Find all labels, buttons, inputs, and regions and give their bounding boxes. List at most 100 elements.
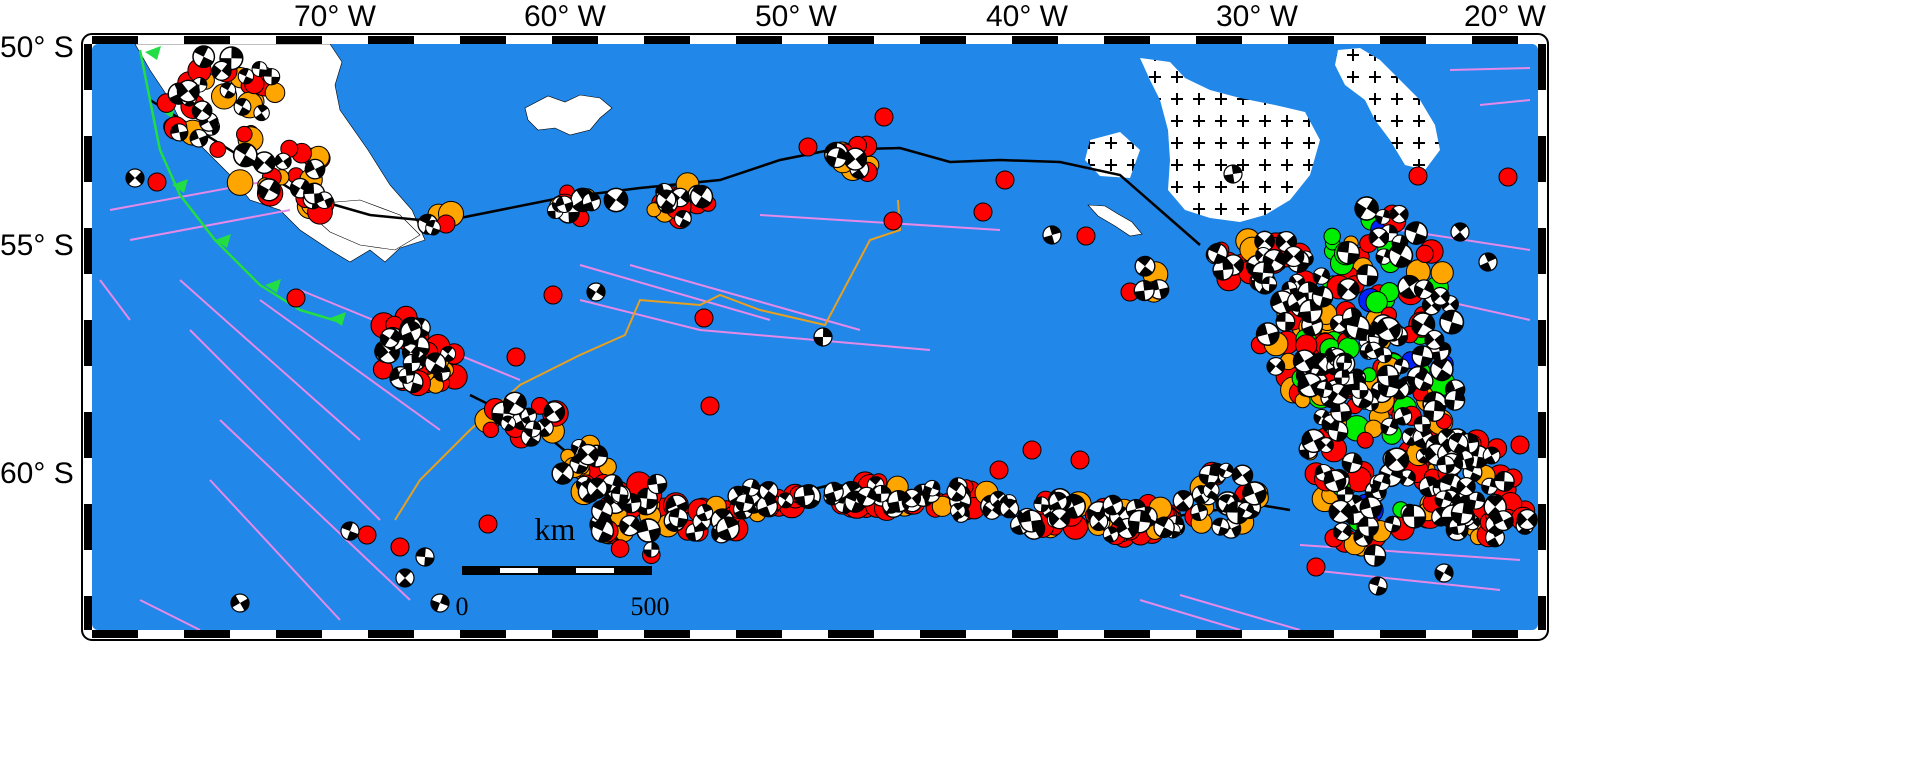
- frame-tick-top: [1472, 36, 1518, 44]
- fracture-zone-line: [129, 209, 291, 241]
- frame-tick-top: [644, 36, 690, 44]
- frame-tick-top: [184, 36, 230, 44]
- fracture-zone-line: [189, 329, 381, 521]
- earthquake-dot: [286, 288, 306, 308]
- fracture-zone-line: [1479, 99, 1531, 106]
- frame-tick-top: [1380, 36, 1426, 44]
- frame-tick-bottom: [644, 630, 690, 638]
- lon-label-60w: 60° W: [523, 0, 607, 33]
- earthquake-dot: [1365, 291, 1388, 314]
- earthquake-dot: [1306, 557, 1326, 577]
- frame-tick-bottom: [552, 630, 598, 638]
- frame-tick-right: [1538, 504, 1546, 550]
- scale-bar-min: 0: [456, 592, 469, 621]
- focal-mechanism-beachball-icon: [1032, 495, 1050, 513]
- lat-label-50s: 50° S: [0, 31, 74, 64]
- earthquake-dot: [506, 347, 526, 367]
- fracture-zone-line: [139, 599, 201, 630]
- earthquake-dot: [1323, 227, 1341, 246]
- earthquake-dot: [883, 211, 903, 231]
- frame-tick-bottom: [1380, 630, 1426, 638]
- frame-tick-top: [460, 36, 506, 44]
- fracture-zone-line: [759, 214, 1001, 231]
- frame-tick-right: [1538, 44, 1546, 90]
- scale-bar: km 0 500: [456, 511, 670, 621]
- focal-mechanism-beachball-icon: [1350, 381, 1369, 399]
- fracture-zone-line: [1179, 594, 1301, 630]
- earthquake-dot: [1076, 226, 1096, 246]
- earthquake-dot: [543, 285, 563, 305]
- earthquake-dot: [989, 460, 1009, 480]
- earthquake-dot: [390, 537, 410, 557]
- earthquake-dot: [995, 170, 1015, 190]
- frame-tick-bottom: [1196, 630, 1242, 638]
- frame-tick-right: [1538, 136, 1546, 182]
- hatched-region-east: [1335, 48, 1440, 170]
- scale-bar-max: 500: [631, 592, 670, 621]
- frame-tick-left: [84, 596, 92, 630]
- focal-mechanism-beachball-icon: [1401, 504, 1427, 529]
- earthquake-dot: [694, 308, 714, 328]
- focal-mechanism-beachball-icon: [402, 353, 422, 373]
- frame-tick-bottom: [1012, 630, 1058, 638]
- frame-tick-top: [552, 36, 598, 44]
- frame-tick-bottom: [368, 630, 414, 638]
- frame-tick-bottom: [920, 630, 966, 638]
- earthquake-dot: [147, 172, 167, 192]
- subduction-triangle-icon: [145, 46, 161, 60]
- frame-tick-bottom: [1472, 630, 1518, 638]
- frame-tick-top: [736, 36, 782, 44]
- earthquake-dot: [1415, 244, 1434, 263]
- lat-label-60s: 60° S: [0, 457, 74, 490]
- frame-tick-bottom: [1288, 630, 1334, 638]
- lon-label-30w: 30° W: [1215, 0, 1299, 33]
- earthquake-dot: [236, 125, 253, 143]
- frame-tick-top: [920, 36, 966, 44]
- earthquake-dot: [610, 539, 630, 558]
- frame-tick-left: [84, 412, 92, 458]
- earthquake-dot: [874, 107, 894, 127]
- lon-label-20w: 20° W: [1463, 0, 1547, 33]
- focal-mechanism-beachball-icon: [1493, 470, 1516, 493]
- fracture-zone-line: [259, 299, 441, 431]
- earthquake-dot: [482, 421, 499, 438]
- frame-tick-top: [276, 36, 322, 44]
- plate-boundary-north-scotia: [149, 98, 1201, 246]
- fracture-zone-line: [179, 279, 361, 441]
- fracture-zone-line: [1449, 67, 1531, 71]
- earthquake-dot: [1356, 431, 1374, 449]
- focal-mechanism-beachball-icon: [1413, 415, 1432, 434]
- focal-mechanism-beachball-icon: [813, 327, 833, 347]
- focal-mechanism-beachball-icon: [1357, 515, 1380, 538]
- lon-label-70w: 70° W: [293, 0, 377, 33]
- earthquake-dot: [700, 396, 720, 416]
- earthquake-dot: [973, 202, 993, 222]
- frame-tick-top: [368, 36, 414, 44]
- land-falkland-islands: [524, 94, 613, 136]
- earthquake-dot: [1070, 450, 1090, 470]
- fracture-zone-line: [579, 299, 701, 331]
- frame-tick-left: [84, 228, 92, 274]
- fracture-zone-line: [1309, 569, 1501, 591]
- focal-mechanism-beachball-icon: [643, 541, 660, 558]
- earthquake-dot: [1022, 440, 1042, 460]
- scale-bar-unit: km: [535, 511, 576, 547]
- fracture-zone-line: [219, 419, 411, 601]
- earthquake-dot: [1498, 167, 1518, 187]
- earthquake-dot: [478, 514, 498, 534]
- subduction-triangle-icon: [265, 279, 281, 293]
- fracture-zone-line: [209, 479, 341, 621]
- frame-tick-right: [1538, 228, 1546, 274]
- earthquake-dot: [357, 525, 377, 545]
- fracture-zone-line: [99, 279, 131, 321]
- subduction-triangle-icon: [172, 179, 188, 193]
- hatched-region-west: [1085, 132, 1140, 178]
- frame-tick-top: [92, 36, 138, 44]
- earthquake-dot: [226, 169, 254, 196]
- focal-mechanism-beachball-icon: [1335, 354, 1353, 371]
- focal-mechanism-beachball-icon: [1376, 363, 1400, 388]
- subduction-triangle-icon: [330, 312, 346, 326]
- frame-tick-bottom: [828, 630, 874, 638]
- earthquake-dot: [1510, 435, 1530, 455]
